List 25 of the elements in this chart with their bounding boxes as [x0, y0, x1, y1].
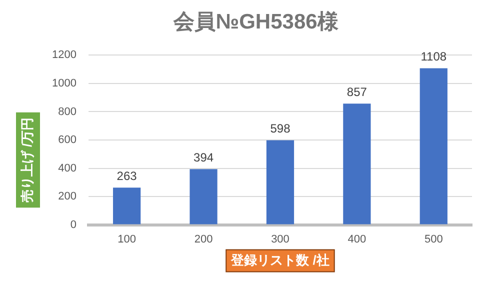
- x-tick-label: 500: [424, 233, 443, 246]
- y-tick-label: 1000: [52, 78, 76, 90]
- bar: [190, 169, 218, 224]
- data-label: 598: [270, 122, 291, 136]
- y-tick-label: 600: [58, 134, 76, 146]
- x-tick-label: 200: [194, 233, 213, 246]
- y-tick-label: 200: [58, 190, 76, 203]
- x-tick-label: 400: [348, 233, 366, 246]
- bar: [343, 104, 371, 224]
- x-axis-title: 登録リスト数 /社: [230, 252, 330, 268]
- bar: [266, 140, 294, 224]
- y-tick-label: 800: [58, 106, 76, 118]
- chart-title: 会員№GH5386様: [172, 10, 340, 34]
- data-label: 857: [346, 84, 368, 99]
- y-tick-label: 0: [70, 218, 76, 231]
- x-tick-label: 100: [118, 233, 136, 246]
- data-label: 263: [116, 168, 138, 183]
- y-tick-label: 400: [58, 162, 76, 174]
- data-label: 394: [194, 150, 214, 164]
- y-axis-title: 売り上げ /万円: [20, 117, 35, 203]
- bar: [113, 188, 141, 224]
- y-tick-label: 1200: [52, 49, 76, 62]
- bar: [420, 68, 448, 224]
- data-label: 1108: [420, 50, 447, 64]
- x-tick-label: 300: [271, 233, 290, 246]
